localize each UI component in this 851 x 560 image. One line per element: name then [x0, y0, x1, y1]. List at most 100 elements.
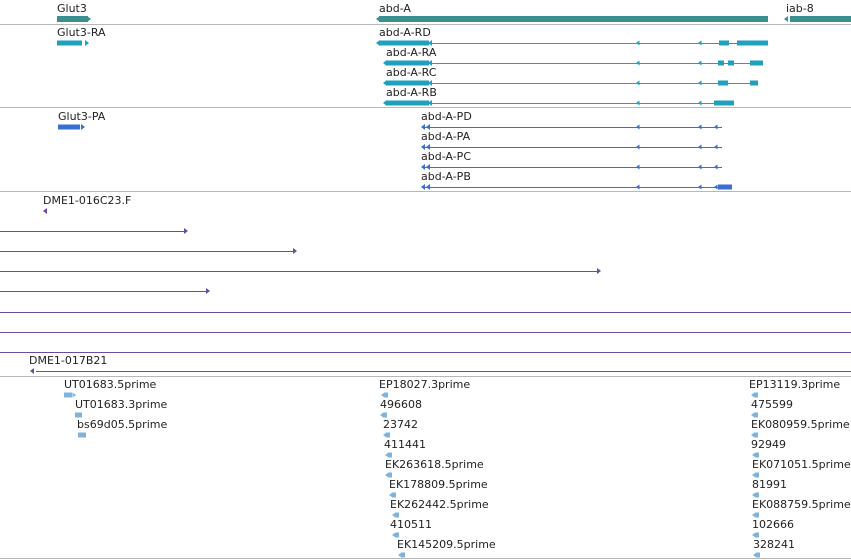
protein-feature-glut3-pa[interactable]	[58, 124, 80, 130]
protein-label-glut3-pa[interactable]: Glut3-PA	[58, 110, 106, 123]
transcript-label-glut3-ra[interactable]: Glut3-RA	[57, 26, 106, 39]
protein-label-abd-a-pa[interactable]: abd-A-PA	[421, 130, 471, 143]
est-label[interactable]: EK080959.5prime	[751, 418, 850, 431]
transcript-exon[interactable]	[714, 100, 734, 106]
transcript-label-abd-a-rd[interactable]: abd-A-RD	[379, 26, 431, 39]
transcript-exon[interactable]	[379, 40, 429, 46]
est-feature	[752, 452, 756, 458]
strand-arrow-icon	[376, 40, 380, 46]
est-feature[interactable]	[754, 412, 758, 418]
est-feature[interactable]	[388, 452, 392, 458]
est-feature[interactable]	[392, 492, 396, 498]
gene-label-glut3[interactable]: Glut3	[57, 2, 87, 15]
est-feature[interactable]	[754, 392, 758, 398]
est-label[interactable]: 410511	[390, 518, 432, 531]
strand-arrow-icon	[714, 144, 718, 150]
est-feature[interactable]	[395, 532, 399, 538]
est-label[interactable]: 81991	[752, 478, 787, 491]
protein-label-abd-a-pd[interactable]: abd-A-PD	[421, 110, 472, 123]
est-feature	[392, 532, 396, 538]
transcript-exon[interactable]	[386, 80, 429, 86]
est-label[interactable]: 475599	[751, 398, 793, 411]
strand-arrow-icon	[714, 164, 718, 170]
transcript-exon[interactable]	[728, 60, 734, 66]
est-label[interactable]: EK263618.5prime	[385, 458, 484, 471]
transcript-feature-glut3-ra[interactable]	[57, 40, 82, 46]
est-feature[interactable]	[75, 412, 82, 418]
strand-arrow-icon	[698, 164, 702, 170]
transcript-exon[interactable]	[719, 40, 729, 46]
est-feature[interactable]	[755, 532, 759, 538]
est-feature	[381, 392, 385, 398]
est-label[interactable]: 23742	[383, 418, 418, 431]
est-feature[interactable]	[78, 432, 86, 438]
gene-feature-glut3[interactable]	[57, 16, 88, 22]
est-label[interactable]: EK178809.5prime	[389, 478, 488, 491]
bac-label-dme1-017b21[interactable]: DME1-017B21	[29, 354, 108, 367]
strand-arrow-icon	[714, 184, 718, 190]
est-feature	[752, 532, 756, 538]
gene-label-abd-a[interactable]: abd-A	[379, 2, 411, 15]
strand-arrow-icon	[636, 164, 640, 170]
est-label[interactable]: 92949	[751, 438, 786, 451]
transcript-label-abd-a-rc[interactable]: abd-A-RC	[386, 66, 437, 79]
transcript-exon[interactable]	[737, 40, 768, 46]
bac-end-arrow-icon	[597, 268, 601, 274]
est-feature[interactable]	[754, 432, 758, 438]
transcript-exon[interactable]	[718, 80, 728, 86]
strand-arrow-icon	[636, 100, 640, 106]
est-label[interactable]: EK145209.5prime	[397, 538, 496, 551]
transcript-exon[interactable]	[750, 60, 763, 66]
est-feature[interactable]	[401, 552, 405, 558]
protein-label-abd-a-pb[interactable]: abd-A-PB	[421, 170, 471, 183]
strand-arrow-icon	[426, 124, 430, 130]
est-label[interactable]: bs69d05.5prime	[77, 418, 168, 431]
gene-label-iab-8[interactable]: iab-8	[786, 2, 814, 15]
est-feature[interactable]	[386, 432, 390, 438]
est-feature[interactable]	[383, 412, 387, 418]
est-label[interactable]: UT01683.3prime	[75, 398, 168, 411]
est-feature[interactable]	[755, 512, 759, 518]
strand-arrow-icon	[72, 392, 76, 398]
est-feature[interactable]	[64, 392, 72, 398]
est-feature	[383, 432, 387, 438]
transcript-exon[interactable]	[750, 80, 758, 86]
bac-label-dme1-016c23[interactable]: DME1-016C23.F	[43, 194, 132, 207]
est-label[interactable]: EP18027.3prime	[379, 378, 471, 391]
est-label[interactable]: 102666	[752, 518, 794, 531]
strand-arrow-icon	[428, 100, 432, 106]
est-label[interactable]: EK088759.5prime	[752, 498, 851, 511]
est-label[interactable]: EP13119.3prime	[749, 378, 841, 391]
protein-exon[interactable]	[718, 184, 732, 190]
est-feature[interactable]	[384, 392, 388, 398]
est-label[interactable]: 496608	[380, 398, 422, 411]
est-feature[interactable]	[755, 452, 759, 458]
est-feature[interactable]	[755, 492, 759, 498]
est-label[interactable]: 328241	[753, 538, 795, 551]
est-feature[interactable]	[395, 512, 399, 518]
strand-arrow-icon	[784, 16, 788, 22]
est-label[interactable]: EK071051.5prime	[752, 458, 851, 471]
est-feature[interactable]	[755, 472, 759, 478]
est-label[interactable]: 411441	[384, 438, 426, 451]
est-feature	[752, 472, 756, 478]
transcript-exon[interactable]	[718, 60, 724, 66]
transcript-label-abd-a-rb[interactable]: abd-A-RB	[386, 86, 437, 99]
strand-arrow-icon	[426, 184, 430, 190]
protein-label-abd-a-pc[interactable]: abd-A-PC	[421, 150, 471, 163]
est-label[interactable]: EK262442.5prime	[390, 498, 489, 511]
est-feature	[385, 452, 389, 458]
gene-feature-iab-8[interactable]	[790, 16, 851, 22]
transcript-label-abd-a-ra[interactable]: abd-A-RA	[386, 46, 437, 59]
est-label[interactable]: UT01683.5prime	[64, 378, 157, 391]
bac-feature-icon	[43, 208, 47, 214]
transcript-exon[interactable]	[386, 60, 429, 66]
est-feature[interactable]	[388, 472, 392, 478]
est-feature[interactable]	[756, 552, 760, 558]
gene-feature-abd-a[interactable]	[379, 16, 768, 22]
transcript-exon[interactable]	[386, 100, 429, 106]
strand-arrow-icon	[636, 144, 640, 150]
strand-arrow-icon	[636, 40, 640, 46]
